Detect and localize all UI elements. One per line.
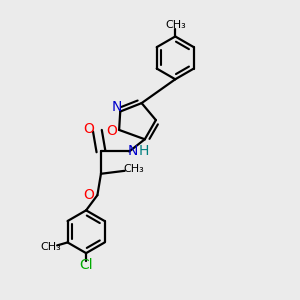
Text: CH₃: CH₃ bbox=[165, 20, 186, 30]
Text: N: N bbox=[112, 100, 122, 114]
Text: CH₃: CH₃ bbox=[124, 164, 145, 174]
Text: N: N bbox=[128, 144, 138, 158]
Text: Cl: Cl bbox=[79, 258, 93, 272]
Text: O: O bbox=[84, 122, 94, 136]
Text: O: O bbox=[106, 124, 117, 138]
Text: H: H bbox=[138, 145, 148, 158]
Text: CH₃: CH₃ bbox=[41, 242, 62, 252]
Text: O: O bbox=[83, 188, 94, 202]
